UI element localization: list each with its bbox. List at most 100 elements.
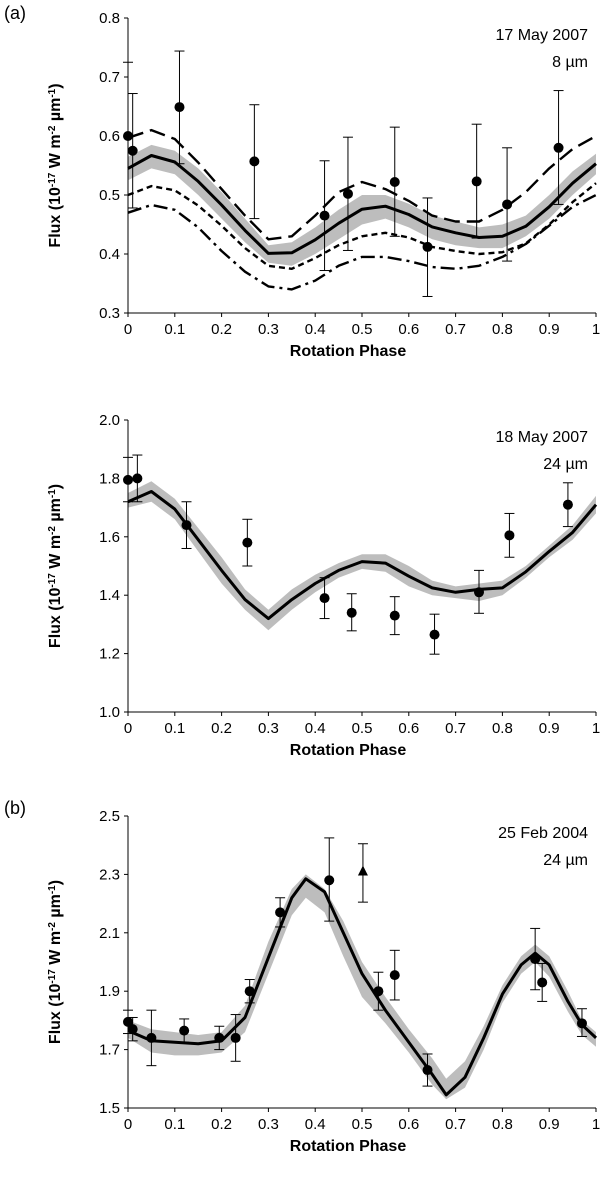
circle-marker <box>422 241 433 252</box>
circle-marker <box>389 177 400 188</box>
circle-marker <box>342 188 353 199</box>
y-tick-label: 1.0 <box>99 704 120 721</box>
y-tick-label: 1.7 <box>99 1042 120 1059</box>
data-point <box>471 123 482 239</box>
circle-marker <box>422 1065 433 1076</box>
data-point <box>346 593 357 632</box>
data-point <box>319 160 330 272</box>
x-tick-label: 0.4 <box>305 720 326 737</box>
circle-marker <box>389 610 400 621</box>
y-axis-title: Flux (10-17 W m-2 µm-1) <box>47 83 65 247</box>
data-point <box>249 104 260 220</box>
uncertainty-band <box>128 481 596 631</box>
data-point <box>230 1014 241 1062</box>
circle-marker <box>324 875 335 886</box>
panel-1: (a) 0.3 0.4 0.5 0.6 0.7 0.8 0 0.1 0.2 0.3 0.4 0.5 0.6… <box>4 3 600 360</box>
y-axis-title: Flux (10-17 W m-2 µm-1) <box>47 484 65 648</box>
circle-marker <box>504 530 515 541</box>
x-tick-label: 1 <box>592 1116 600 1133</box>
data-point <box>181 501 192 549</box>
x-tick-label: 0.6 <box>398 1116 419 1133</box>
data-point <box>562 482 573 528</box>
x-axis-title: Rotation Phase <box>290 742 407 759</box>
x-tick-label: 0.7 <box>445 1116 466 1133</box>
x-tick-label: 0.1 <box>164 720 185 737</box>
triangle-marker <box>357 865 368 876</box>
date-label: 18 May 2007 <box>495 429 588 446</box>
series-lower-bound <box>127 182 597 270</box>
data-point <box>504 512 515 558</box>
y-tick-label: 1.9 <box>99 983 120 1000</box>
data-point <box>576 1008 587 1037</box>
y-tick-label: 1.8 <box>99 470 120 487</box>
x-tick-label: 0.5 <box>352 720 373 737</box>
panel-label: (a) <box>4 3 26 23</box>
circle-marker <box>127 145 138 156</box>
x-tick-label: 0.6 <box>398 720 419 737</box>
circle-marker <box>562 499 573 510</box>
data-point <box>537 962 548 1002</box>
circle-marker <box>181 520 192 531</box>
data-point <box>174 50 185 165</box>
circle-marker <box>319 593 330 604</box>
wavelength-label: 8 µm <box>552 54 588 71</box>
x-tick-label: 0.2 <box>211 720 232 737</box>
x-tick-label: 0.5 <box>352 1116 373 1133</box>
circle-marker <box>127 1024 138 1035</box>
y-tick-label: 0.3 <box>99 305 120 322</box>
panel-2: 1.0 1.2 1.4 1.6 1.8 2.0 0 0.1 0.2 0.3 0.4 0.5 0.6 0.7… <box>47 412 600 759</box>
circle-marker <box>474 587 484 598</box>
x-tick-label: 0 <box>124 321 132 338</box>
x-tick-label: 0.7 <box>445 720 466 737</box>
x-tick-label: 0.8 <box>492 321 513 338</box>
x-tick-label: 0 <box>124 1116 132 1133</box>
circle-marker <box>553 142 564 153</box>
y-tick-label: 1.2 <box>99 646 120 663</box>
circle-marker <box>146 1032 157 1043</box>
x-tick-label: 1 <box>592 720 600 737</box>
circle-marker <box>373 986 384 997</box>
data-point <box>319 577 330 620</box>
circle-marker <box>214 1032 225 1043</box>
circle-marker <box>242 537 253 548</box>
circle-marker <box>576 1018 587 1029</box>
x-tick-label: 0.8 <box>492 1116 513 1133</box>
y-tick-label: 0.4 <box>99 246 120 263</box>
data-point <box>146 1009 157 1067</box>
data-point <box>127 93 138 209</box>
series-upper-bound <box>127 128 597 241</box>
x-tick-label: 0.3 <box>258 720 279 737</box>
x-tick-label: 0.3 <box>258 1116 279 1133</box>
circle-marker <box>174 102 185 113</box>
wavelength-label: 24 µm <box>543 456 588 473</box>
series-alternate-model <box>127 193 597 291</box>
x-tick-label: 0.9 <box>539 321 560 338</box>
circle-marker <box>471 176 482 187</box>
circle-marker <box>429 629 440 640</box>
circle-marker <box>179 1025 190 1036</box>
circle-marker <box>319 210 330 221</box>
x-tick-label: 0.2 <box>211 1116 232 1133</box>
data-point <box>214 1025 225 1051</box>
panel-3: (b) 1.5 1.7 1.9 2.1 2.3 2.5 0 0.1 0.2 0.3 0.4 0.5 0.6… <box>4 798 600 1155</box>
uncertainty-band <box>128 874 596 1100</box>
x-tick-label: 0.6 <box>398 321 419 338</box>
circle-marker <box>502 199 513 210</box>
data-point <box>389 949 400 1001</box>
x-tick-label: 0.1 <box>164 1116 185 1133</box>
data-point <box>275 897 286 928</box>
date-label: 25 Feb 2004 <box>498 825 588 842</box>
x-tick-label: 0.4 <box>305 1116 326 1133</box>
x-tick-label: 0.9 <box>539 1116 560 1133</box>
data-point <box>553 90 564 205</box>
data-point <box>389 126 400 237</box>
y-tick-label: 1.4 <box>99 587 120 604</box>
data-point <box>357 843 368 903</box>
data-point <box>342 136 353 251</box>
data-point <box>429 613 440 655</box>
x-tick-label: 0.5 <box>352 321 373 338</box>
data-point <box>324 837 335 922</box>
circle-marker <box>389 970 400 981</box>
y-tick-label: 2.1 <box>99 925 120 942</box>
